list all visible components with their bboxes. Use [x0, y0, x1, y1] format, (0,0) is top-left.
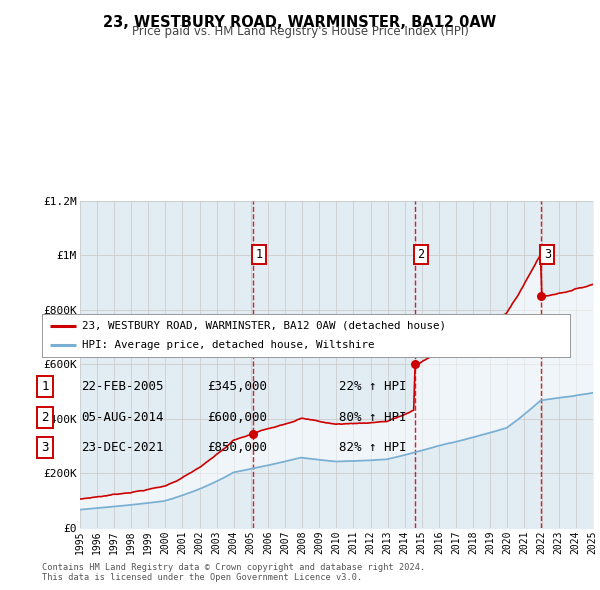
Text: Contains HM Land Registry data © Crown copyright and database right 2024.
This d: Contains HM Land Registry data © Crown c…: [42, 563, 425, 582]
Text: 3: 3: [41, 441, 49, 454]
Text: 22% ↑ HPI: 22% ↑ HPI: [339, 380, 407, 393]
Text: 23-DEC-2021: 23-DEC-2021: [81, 441, 163, 454]
Text: Price paid vs. HM Land Registry's House Price Index (HPI): Price paid vs. HM Land Registry's House …: [131, 25, 469, 38]
Text: 1: 1: [41, 380, 49, 393]
Text: 80% ↑ HPI: 80% ↑ HPI: [339, 411, 407, 424]
Text: 2: 2: [418, 248, 424, 261]
Text: 05-AUG-2014: 05-AUG-2014: [81, 411, 163, 424]
Text: 23, WESTBURY ROAD, WARMINSTER, BA12 0AW: 23, WESTBURY ROAD, WARMINSTER, BA12 0AW: [103, 15, 497, 30]
Text: 22-FEB-2005: 22-FEB-2005: [81, 380, 163, 393]
Text: 1: 1: [256, 248, 263, 261]
Text: 2: 2: [41, 411, 49, 424]
Text: £600,000: £600,000: [207, 411, 267, 424]
Text: £345,000: £345,000: [207, 380, 267, 393]
Text: 82% ↑ HPI: 82% ↑ HPI: [339, 441, 407, 454]
Text: 3: 3: [544, 248, 551, 261]
Text: HPI: Average price, detached house, Wiltshire: HPI: Average price, detached house, Wilt…: [82, 340, 374, 350]
Text: 23, WESTBURY ROAD, WARMINSTER, BA12 0AW (detached house): 23, WESTBURY ROAD, WARMINSTER, BA12 0AW …: [82, 321, 446, 331]
Text: £850,000: £850,000: [207, 441, 267, 454]
